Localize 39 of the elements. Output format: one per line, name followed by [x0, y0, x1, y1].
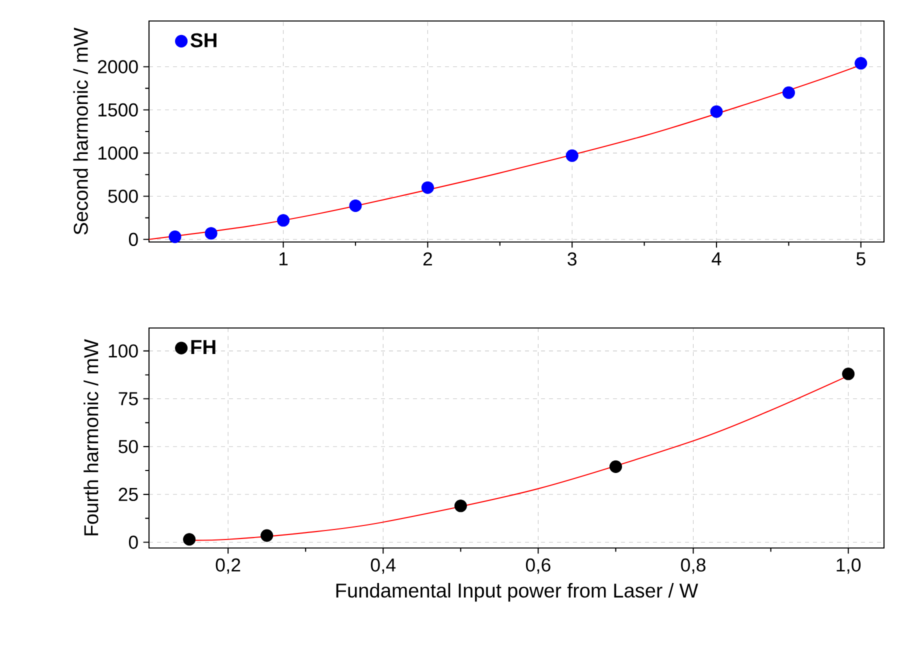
y-tick-label: 500 — [108, 190, 138, 203]
y-tick-label: 0 — [128, 232, 138, 246]
point — [566, 149, 578, 162]
x-axis-title: Fundamental Input power from Laser / W — [336, 582, 698, 602]
point — [609, 460, 622, 473]
y-tick-label: 2000 — [98, 60, 138, 74]
x-tick-label: 3 — [568, 252, 576, 266]
point — [168, 230, 182, 244]
point — [710, 105, 723, 118]
y-axis-title: Second harmonic / mW — [73, 28, 88, 235]
y-tick-label: 1500 — [98, 103, 138, 117]
point — [277, 214, 290, 227]
x-tick-label: 0,2 — [216, 558, 240, 574]
legend-label: FH — [191, 340, 216, 354]
x-tick-label: 4 — [712, 252, 722, 266]
x-tick-label: 2 — [423, 252, 432, 266]
point — [204, 227, 218, 240]
point — [842, 368, 855, 380]
x-tick-label: 0,4 — [370, 558, 396, 574]
y-tick-label: 1000 — [98, 146, 138, 160]
y-axis-title: Fourth harmonic / mW — [84, 339, 98, 536]
x-tick-label: 0,8 — [681, 558, 706, 574]
x-tick-label: 5 — [856, 252, 866, 266]
x-tick-label: 1,0 — [836, 558, 861, 574]
point — [854, 57, 868, 70]
x-tick-label: 1 — [280, 252, 288, 266]
legend-label: SH — [190, 33, 216, 48]
y-tick-label: 100 — [108, 344, 138, 358]
y-tick-label: 0 — [128, 536, 138, 549]
point — [349, 199, 362, 212]
y-tick-label: 75 — [118, 392, 138, 406]
point — [454, 500, 467, 512]
y-tick-label: 25 — [118, 488, 138, 502]
point — [421, 181, 434, 194]
point — [260, 529, 274, 542]
x-tick-label: 0,6 — [526, 558, 550, 574]
point — [183, 533, 196, 546]
y-tick-label: 50 — [118, 440, 138, 454]
point — [782, 86, 795, 99]
